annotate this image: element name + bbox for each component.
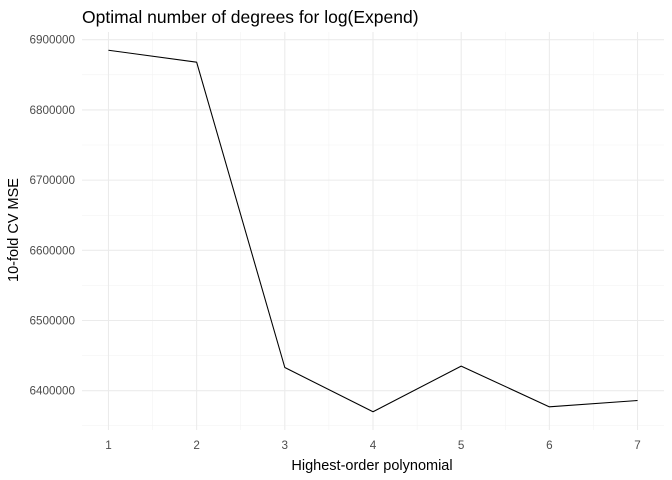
y-tick-label: 6500000 bbox=[29, 314, 75, 327]
x-tick-label: 2 bbox=[193, 439, 200, 452]
y-tick-label: 6900000 bbox=[29, 34, 75, 47]
y-tick-label: 6600000 bbox=[29, 244, 75, 257]
x-axis-ticks: 1 2 3 4 5 6 7 bbox=[105, 439, 641, 452]
grid bbox=[82, 32, 664, 430]
x-axis-title: Highest-order polynomial bbox=[291, 458, 452, 474]
x-tick-label: 7 bbox=[634, 439, 641, 452]
chart-title: Optimal number of degrees for log(Expend… bbox=[82, 7, 419, 27]
series-line bbox=[108, 49, 638, 413]
x-tick-label: 1 bbox=[105, 439, 112, 452]
y-tick-label: 6700000 bbox=[29, 174, 75, 187]
y-tick-label: 6800000 bbox=[29, 104, 75, 117]
y-axis-ticks: 6400000 6500000 6600000 6700000 6800000 69000… bbox=[29, 34, 75, 398]
x-tick-label: 6 bbox=[546, 439, 553, 452]
x-tick-label: 4 bbox=[370, 439, 377, 452]
y-axis-title: 10-fold CV MSE bbox=[6, 178, 22, 282]
y-tick-label: 6400000 bbox=[29, 385, 75, 398]
series bbox=[108, 49, 638, 413]
x-tick-label: 3 bbox=[282, 439, 289, 452]
x-tick-label: 5 bbox=[458, 439, 465, 452]
